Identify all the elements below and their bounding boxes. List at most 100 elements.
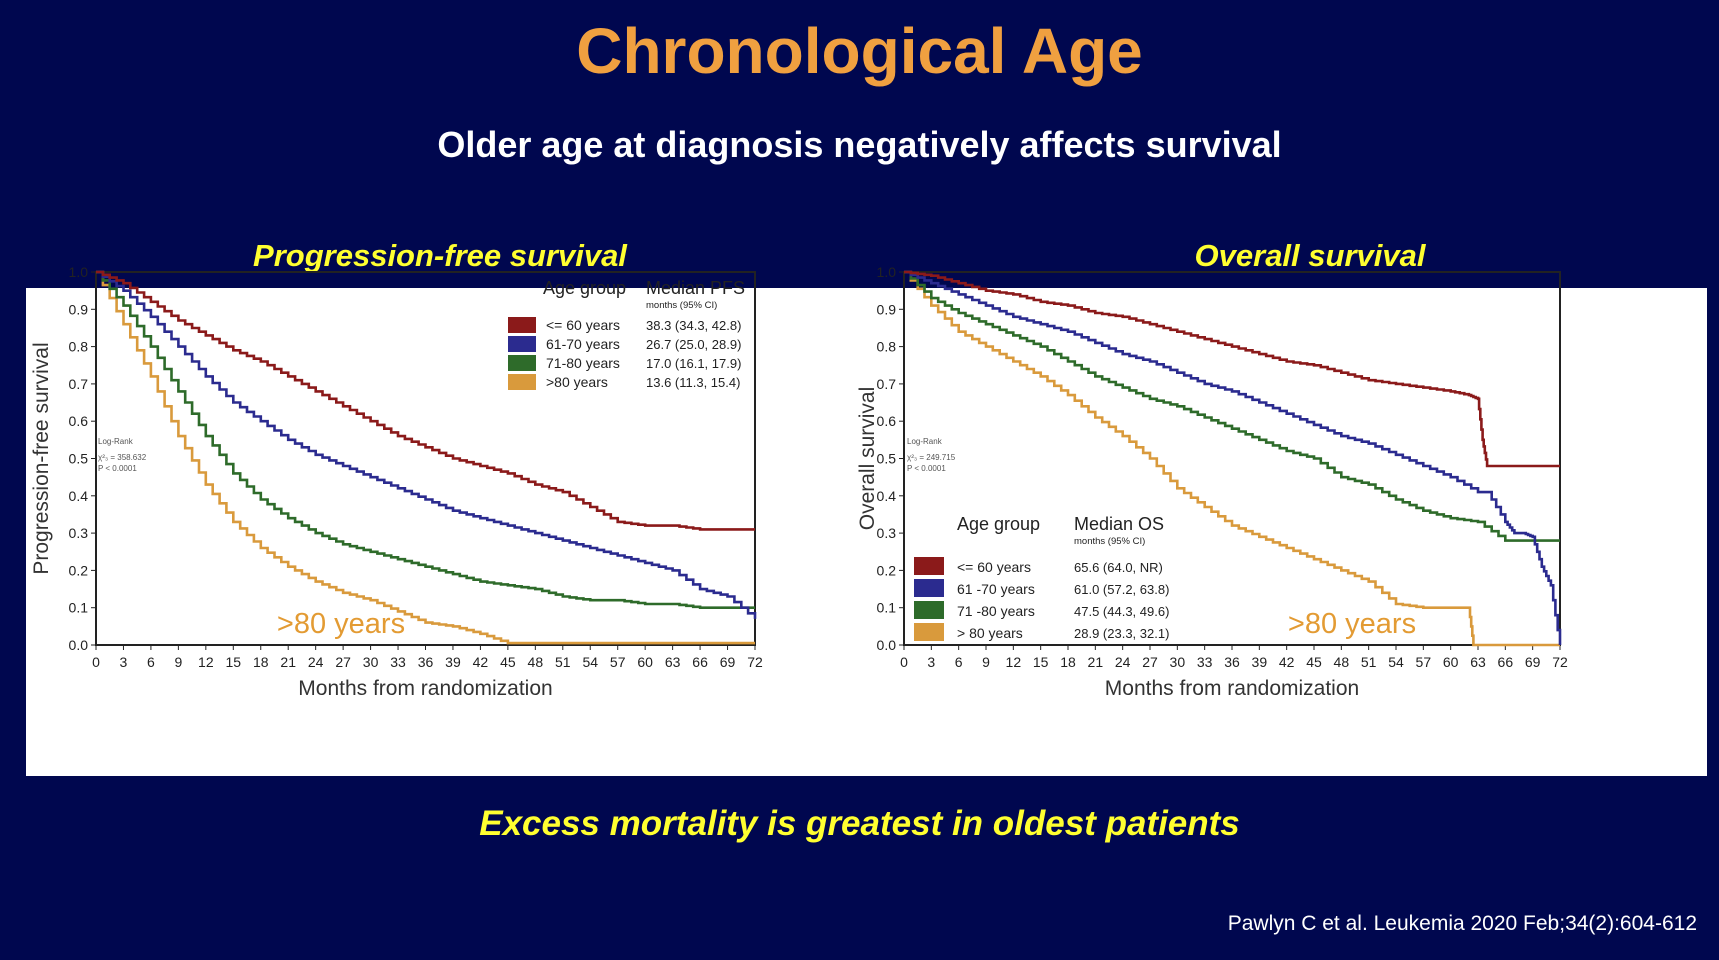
undefined-x-tick-label: 42 bbox=[473, 654, 489, 670]
conclusion-text: Excess mortality is greatest in oldest p… bbox=[479, 804, 1240, 843]
undefined-x-tick-label: 15 bbox=[1033, 654, 1049, 670]
undefined-x-tick-label: 60 bbox=[1443, 654, 1459, 670]
undefined-y-tick-label: 0.4 bbox=[69, 488, 89, 504]
undefined-stats-chi: χ²₃ = 249.715 bbox=[907, 453, 956, 462]
undefined-x-tick-label: 66 bbox=[692, 654, 708, 670]
undefined-series-line-2 bbox=[904, 270, 1562, 645]
undefined-y-tick-label: 0.9 bbox=[877, 301, 897, 317]
undefined-x-tick-label: 21 bbox=[1088, 654, 1104, 670]
undefined-legend-name-1: <= 60 years bbox=[957, 559, 1031, 575]
undefined-y-axis-label: Overall survival bbox=[856, 387, 879, 531]
undefined-x-tick-label: 60 bbox=[637, 654, 653, 670]
undefined-legend-median-2: 61.0 (57.2, 63.8) bbox=[1074, 582, 1169, 597]
undefined-legend-swatch-4 bbox=[914, 623, 944, 641]
undefined-x-tick-label: 54 bbox=[1388, 654, 1404, 670]
undefined-legend-name-3: 71-80 years bbox=[546, 355, 620, 371]
pfs-chart-content: 0.00.10.20.30.40.50.60.70.80.91.00 3 6 9 12 1… bbox=[30, 264, 763, 700]
undefined-series-line-1 bbox=[96, 270, 755, 531]
undefined-x-tick-label: 27 bbox=[335, 654, 351, 670]
undefined-y-tick-label: 0.7 bbox=[877, 376, 897, 392]
undefined-y-tick-label: 0.9 bbox=[69, 301, 89, 317]
undefined-x-tick-label: 39 bbox=[1252, 654, 1268, 670]
undefined-stats-p: P < 0.0001 bbox=[98, 464, 137, 473]
undefined-series-line-2 bbox=[96, 270, 757, 619]
undefined-x-tick-label: 33 bbox=[390, 654, 406, 670]
undefined-x-tick-label: 57 bbox=[1416, 654, 1432, 670]
undefined-y-tick-label: 0.3 bbox=[877, 525, 897, 541]
undefined-x-tick-label: 27 bbox=[1142, 654, 1158, 670]
undefined-legend-swatch-4 bbox=[508, 374, 536, 390]
undefined-legend-name-1: <= 60 years bbox=[546, 317, 620, 333]
undefined-x-tick-label: 9 bbox=[982, 654, 990, 670]
undefined-x-tick-label: 3 bbox=[120, 654, 128, 670]
undefined-x-tick-label: 42 bbox=[1279, 654, 1295, 670]
os-chart: 0.00.10.20.30.40.50.60.70.80.91.00 3 6 9 12 1… bbox=[856, 264, 1568, 700]
os-chart-content: 0.00.10.20.30.40.50.60.70.80.91.00 3 6 9 12 1… bbox=[856, 264, 1568, 700]
undefined-x-tick-label: 45 bbox=[500, 654, 516, 670]
undefined-legend-header-ci: months (95% CI) bbox=[1074, 536, 1145, 547]
undefined-legend-swatch-2 bbox=[508, 336, 536, 352]
undefined-x-tick-label: 63 bbox=[665, 654, 681, 670]
undefined-legend-header-median: Median PFS bbox=[646, 278, 745, 298]
undefined-x-tick-label: 48 bbox=[528, 654, 544, 670]
pfs-panel-title: Progression-free survival bbox=[253, 238, 627, 273]
undefined-y-tick-label: 0.6 bbox=[877, 413, 897, 429]
undefined-y-tick-label: 0.2 bbox=[877, 562, 897, 578]
undefined-legend-swatch-1 bbox=[914, 557, 944, 575]
undefined-legend-swatch-3 bbox=[914, 601, 944, 619]
undefined-y-tick-label: 0.8 bbox=[69, 339, 89, 355]
undefined-x-tick-label: 3 bbox=[927, 654, 935, 670]
undefined-y-tick-label: 0.0 bbox=[69, 637, 89, 653]
undefined-x-tick-label: 69 bbox=[720, 654, 736, 670]
undefined-x-tick-label: 51 bbox=[1361, 654, 1377, 670]
undefined-series-line-3 bbox=[904, 270, 1560, 542]
undefined-legend-swatch-3 bbox=[508, 355, 536, 371]
undefined-y-tick-label: 0.1 bbox=[877, 600, 897, 616]
undefined-legend-median-4: 13.6 (11.3, 15.4) bbox=[646, 375, 740, 390]
undefined-legend-median-2: 26.7 (25.0, 28.9) bbox=[646, 337, 741, 352]
undefined-legend-header-ci: months (95% CI) bbox=[646, 300, 717, 311]
undefined-x-tick-label: 66 bbox=[1498, 654, 1514, 670]
undefined-legend-name-4: > 80 years bbox=[957, 625, 1023, 641]
undefined-y-tick-label: 0.7 bbox=[69, 376, 89, 392]
undefined-legend-median-1: 38.3 (34.3, 42.8) bbox=[646, 318, 741, 333]
undefined-x-tick-label: 48 bbox=[1334, 654, 1350, 670]
undefined-x-tick-label: 21 bbox=[280, 654, 296, 670]
undefined-stats-title: Log-Rank bbox=[907, 437, 943, 446]
citation: Pawlyn C et al. Leukemia 2020 Feb;34(2):… bbox=[1227, 912, 1697, 935]
undefined-x-tick-label: 36 bbox=[418, 654, 434, 670]
undefined-x-tick-label: 51 bbox=[555, 654, 571, 670]
undefined-x-axis-label: Months from randomization bbox=[1105, 677, 1359, 700]
undefined-x-tick-label: 72 bbox=[747, 654, 763, 670]
undefined-x-tick-label: 57 bbox=[610, 654, 626, 670]
undefined-legend-median-1: 65.6 (64.0, NR) bbox=[1074, 560, 1163, 575]
pfs-chart: 0.00.10.20.30.40.50.60.70.80.91.00 3 6 9 12 1… bbox=[30, 264, 763, 700]
undefined-x-tick-label: 39 bbox=[445, 654, 461, 670]
undefined-x-tick-label: 18 bbox=[1060, 654, 1076, 670]
undefined-x-axis-label: Months from randomization bbox=[298, 677, 552, 700]
undefined-legend-swatch-1 bbox=[508, 317, 536, 333]
undefined-y-tick-label: 0.4 bbox=[877, 488, 897, 504]
undefined-x-tick-label: 6 bbox=[955, 654, 963, 670]
undefined-y-tick-label: 0.3 bbox=[69, 525, 89, 541]
undefined-x-tick-label: 72 bbox=[1552, 654, 1568, 670]
undefined-legend-name-2: 61-70 years bbox=[546, 336, 620, 352]
undefined-legend-median-4: 28.9 (23.3, 32.1) bbox=[1074, 626, 1169, 641]
undefined-y-axis-label: Progression-free survival bbox=[30, 342, 53, 574]
undefined-x-tick-label: 15 bbox=[226, 654, 242, 670]
os-panel-title: Overall survival bbox=[1194, 238, 1426, 273]
undefined-x-tick-label: 0 bbox=[92, 654, 100, 670]
undefined-x-tick-label: 6 bbox=[147, 654, 155, 670]
undefined-y-tick-label: 0.5 bbox=[877, 451, 897, 467]
undefined-stats-chi: χ²₃ = 358.632 bbox=[98, 453, 147, 462]
undefined-x-tick-label: 12 bbox=[198, 654, 214, 670]
undefined-x-tick-label: 12 bbox=[1006, 654, 1022, 670]
undefined-y-tick-label: 0.5 bbox=[69, 451, 89, 467]
undefined-x-tick-label: 0 bbox=[900, 654, 908, 670]
undefined-x-tick-label: 45 bbox=[1306, 654, 1322, 670]
undefined-x-tick-label: 30 bbox=[363, 654, 379, 670]
undefined-legend-median-3: 17.0 (16.1, 17.9) bbox=[646, 356, 741, 371]
undefined-x-tick-label: 30 bbox=[1170, 654, 1186, 670]
undefined-y-tick-label: 1.0 bbox=[877, 264, 897, 280]
undefined-y-tick-label: 0.2 bbox=[69, 562, 89, 578]
